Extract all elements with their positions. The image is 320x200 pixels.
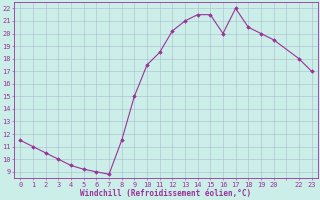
X-axis label: Windchill (Refroidissement éolien,°C): Windchill (Refroidissement éolien,°C) <box>80 189 252 198</box>
